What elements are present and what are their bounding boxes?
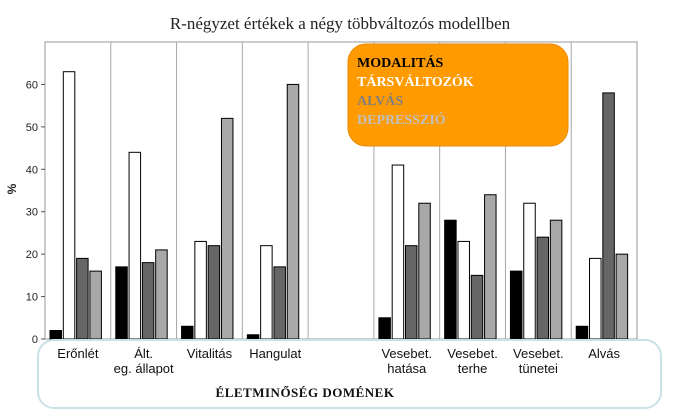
bar xyxy=(457,240,470,340)
x-category-label: Vesebet. xyxy=(447,346,498,361)
bar xyxy=(549,219,563,340)
x-axis-label: ÉLETMINŐSÉG DOMÉNEK xyxy=(216,385,395,400)
y-axis: 0 10 20 30 40 50 60 xyxy=(26,79,45,346)
legend-box xyxy=(347,43,569,147)
bar xyxy=(615,253,629,340)
y-tick-label: 0 xyxy=(32,334,38,346)
x-category-label: Alvás xyxy=(588,346,620,361)
y-tick-label: 60 xyxy=(26,79,38,91)
bar xyxy=(273,266,286,340)
bar xyxy=(444,219,457,340)
bar xyxy=(575,325,589,340)
y-tick-label: 20 xyxy=(26,249,38,261)
bar xyxy=(220,117,234,340)
legend-entry: ALVÁS xyxy=(357,92,403,109)
x-category-label: terhe xyxy=(458,361,488,376)
bar xyxy=(378,317,391,340)
x-category-label: tünetei xyxy=(519,361,558,376)
bar xyxy=(181,325,194,340)
bar xyxy=(286,83,300,340)
y-axis-label: % xyxy=(5,183,19,194)
bar xyxy=(246,334,260,340)
x-category-label: Vesebet. xyxy=(381,346,432,361)
bar xyxy=(260,245,273,340)
bar xyxy=(470,274,484,340)
bar xyxy=(76,257,89,340)
x-category-label: Vesebet. xyxy=(513,346,564,361)
legend-entry: TÁRSVÁLTOZÓK xyxy=(357,73,474,90)
bar xyxy=(155,249,168,340)
bar xyxy=(89,270,102,340)
legend-entry: MODALITÁS xyxy=(357,54,444,71)
y-tick-label: 50 xyxy=(26,122,38,134)
y-tick-label: 30 xyxy=(26,207,38,219)
x-category-label: eg. állapot xyxy=(114,361,174,376)
bar xyxy=(602,92,615,340)
x-category-label: hatása xyxy=(387,361,427,376)
bar xyxy=(523,202,536,340)
x-category-label: Hangulat xyxy=(249,346,301,361)
x-axis-categories: Erőnlét Ált.eg. állapot Vitalitás Hangulat V… xyxy=(57,346,620,376)
bar xyxy=(62,71,76,340)
bar xyxy=(115,266,128,340)
bar xyxy=(391,164,405,340)
y-tick-label: 40 xyxy=(26,164,38,176)
bar xyxy=(207,245,221,340)
bar xyxy=(589,257,602,340)
legend-entry: DEPRESSZIÓ xyxy=(357,111,446,128)
x-category-label: Ált. xyxy=(134,346,153,361)
bar xyxy=(509,270,523,340)
bar xyxy=(536,236,550,340)
x-category-label: Vitalitás xyxy=(187,346,233,361)
legend: MODALITÁS TÁRSVÁLTOZÓK ALVÁS DEPRESSZIÓ xyxy=(347,43,569,147)
bar xyxy=(484,194,497,340)
bar xyxy=(141,262,155,340)
bar xyxy=(49,330,62,340)
bar xyxy=(418,202,431,340)
bar xyxy=(128,151,142,340)
x-category-label: Erőnlét xyxy=(57,346,99,361)
chart-title: R-négyzet értékek a négy többváltozós mo… xyxy=(170,14,511,33)
bar xyxy=(404,245,418,340)
bar xyxy=(194,240,207,340)
bars xyxy=(49,71,629,340)
y-tick-label: 10 xyxy=(26,292,38,304)
x-axis-panel xyxy=(37,339,662,409)
